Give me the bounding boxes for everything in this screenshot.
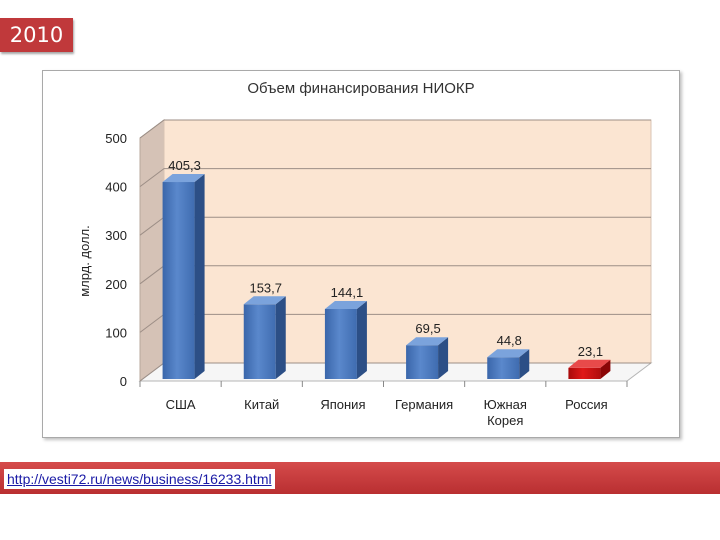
bar-front <box>487 357 520 379</box>
bar-top <box>162 174 205 183</box>
year-badge: 2010 <box>0 18 73 52</box>
bar-front <box>406 345 439 379</box>
bar <box>324 300 367 379</box>
y-tick-label: 300 <box>105 228 127 243</box>
bar-front <box>162 182 195 379</box>
y-tick-label: 0 <box>120 374 127 389</box>
bar-front <box>568 367 601 379</box>
bar-chart: 0 100 200 300 400 500 405,3 США 153,7 Китай 144,1 Я… <box>77 80 653 428</box>
x-tick-label: Китай <box>244 397 279 412</box>
bar-side <box>600 359 611 379</box>
bar-side <box>275 296 286 379</box>
y-tick-label: 100 <box>105 325 127 340</box>
chart-walls <box>138 119 653 382</box>
gridline <box>139 168 651 187</box>
chart-frame: 0 100 200 300 400 500 405,3 США 153,7 Китай 144,1 Я… <box>42 70 680 438</box>
bar-top <box>324 300 367 309</box>
bar <box>162 174 205 379</box>
bar-top <box>406 337 449 346</box>
bar-side <box>194 174 205 379</box>
data-label: 44,8 <box>497 333 522 348</box>
bar <box>406 337 449 379</box>
bars <box>162 174 611 379</box>
x-tick-label: Корея <box>487 413 523 428</box>
bar <box>568 359 611 379</box>
bar-front <box>243 304 276 379</box>
y-tick-label: 200 <box>105 277 127 292</box>
back-wall <box>163 119 652 364</box>
bar <box>487 349 530 379</box>
side-wall <box>139 119 165 382</box>
x-tick-label: Япония <box>320 397 365 412</box>
y-axis-label: млрд. долл. <box>77 225 92 297</box>
bar-side <box>438 337 449 379</box>
data-label: 153,7 <box>249 280 282 295</box>
labels: 0 100 200 300 400 500 405,3 США 153,7 Китай 144,1 Я… <box>105 131 607 428</box>
y-tick-label: 500 <box>105 131 127 146</box>
chart-title: Объем финансирования НИОКР <box>247 80 474 97</box>
x-tick-label: Южная <box>484 397 527 412</box>
data-label: 69,5 <box>415 321 440 336</box>
bar-top <box>568 359 611 368</box>
source-link[interactable]: http://vesti72.ru/news/business/16233.ht… <box>4 469 275 489</box>
data-label: 405,3 <box>168 158 201 173</box>
x-tick-label: Россия <box>565 397 608 412</box>
data-label: 144,1 <box>331 285 364 300</box>
bar-front <box>324 308 357 379</box>
gridline <box>139 119 651 139</box>
bar <box>243 296 286 379</box>
y-tick-label: 400 <box>105 180 127 195</box>
bar-top <box>487 349 530 358</box>
bar-side <box>356 300 367 379</box>
x-tick-label: США <box>166 397 196 412</box>
x-tick-label: Германия <box>395 397 453 412</box>
bar-side <box>519 349 530 379</box>
bar-top <box>243 296 286 305</box>
data-label: 23,1 <box>578 344 603 359</box>
